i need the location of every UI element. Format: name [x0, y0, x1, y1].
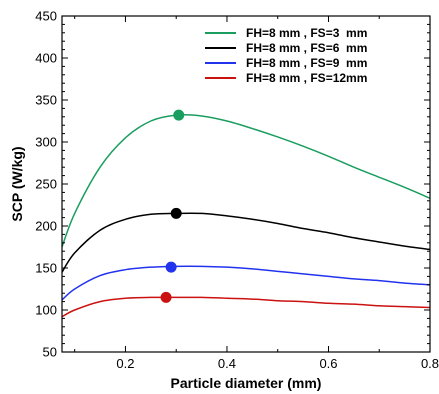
- legend-label-1: FH=8 mm , FS=3 mm: [246, 26, 367, 40]
- y-tick-label: 450: [35, 9, 57, 24]
- legend-label-3: FH=8 mm , FS=9 mm: [246, 56, 367, 70]
- legend-label-4: FH=8 mm , FS=12mm: [246, 71, 367, 85]
- y-tick-label: 250: [35, 177, 57, 192]
- axes: 0.2 0.4 0.6 0.8 50 100 150 200 250 300 350 400 450: [35, 9, 439, 372]
- optimum-point-4: [160, 291, 172, 303]
- y-tick-label: 400: [35, 51, 57, 66]
- y-tick-label: 200: [35, 219, 57, 234]
- x-axis-title: Particle diameter (mm): [171, 375, 322, 391]
- series-line-4: [62, 296, 430, 318]
- x-tick-label: 0.4: [218, 356, 236, 371]
- y-tick-label: 350: [35, 93, 57, 108]
- optimum-point-2: [170, 207, 182, 219]
- series-line-2: [62, 212, 430, 273]
- y-tick-label: 300: [35, 135, 57, 150]
- optimum-point-3: [165, 261, 177, 273]
- y-tick-label: 100: [35, 303, 57, 318]
- series-line-3: [62, 265, 430, 301]
- y-axis-title: SCP (W/kg): [9, 146, 25, 221]
- legend-label-2: FH=8 mm , FS=6 mm: [246, 41, 367, 55]
- optimum-point-1: [173, 109, 185, 121]
- y-tick-label: 50: [43, 345, 57, 360]
- plot-content: [62, 109, 430, 318]
- y-tick-label: 150: [35, 261, 57, 276]
- series-line-1: [62, 114, 430, 248]
- x-tick-label: 0.6: [319, 356, 337, 371]
- x-tick-label: 0.8: [421, 356, 439, 371]
- x-tick-label: 0.2: [116, 356, 134, 371]
